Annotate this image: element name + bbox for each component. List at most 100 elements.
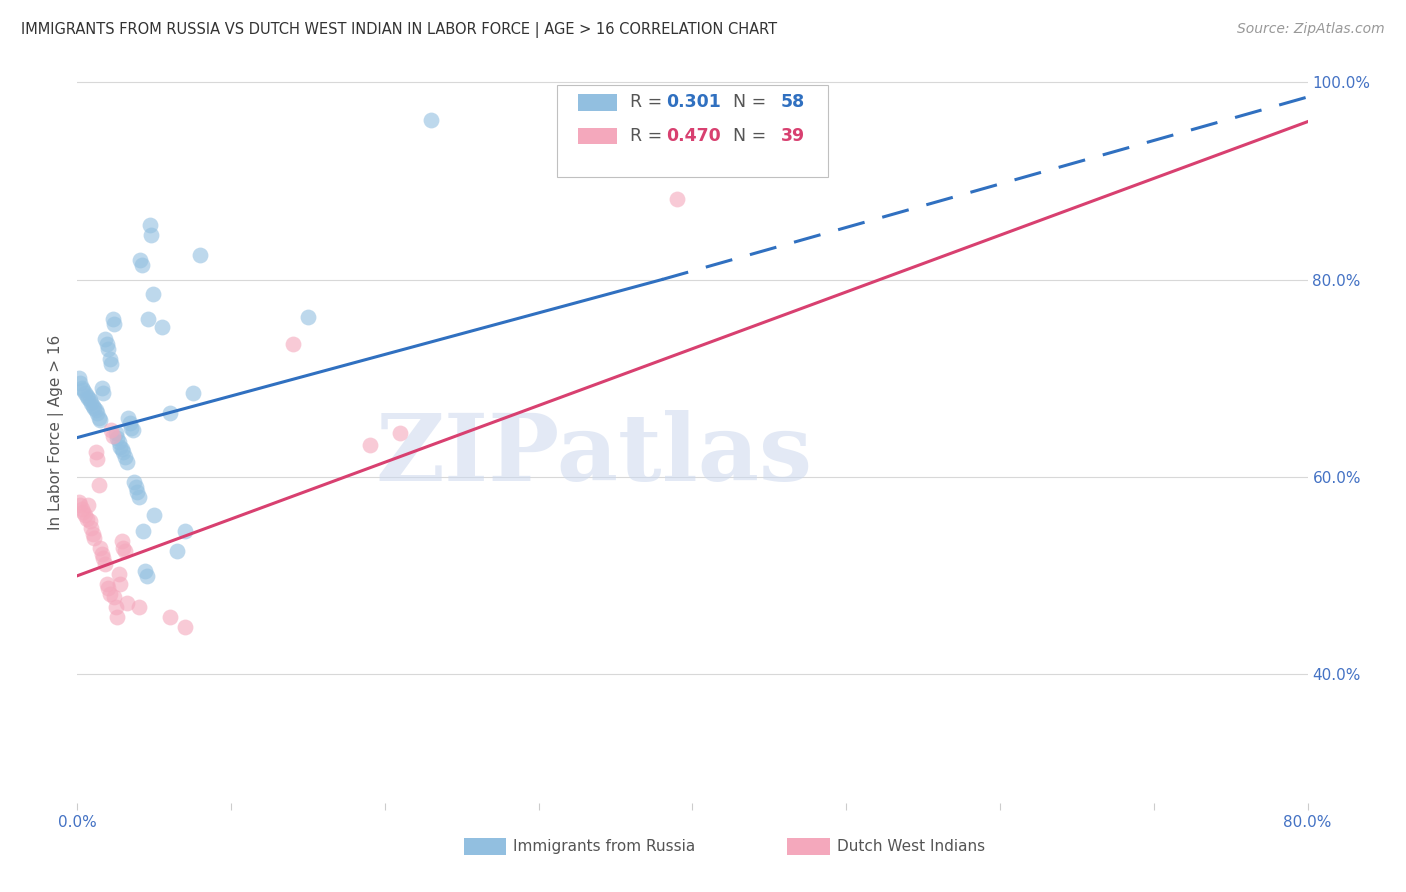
Text: Dutch West Indians: Dutch West Indians: [837, 839, 984, 854]
Point: [110, 441, 132, 455]
FancyBboxPatch shape: [578, 95, 617, 111]
Point: [67, 371, 90, 385]
Point: [93, 386, 115, 401]
Point: [100, 357, 122, 371]
Point: [114, 544, 136, 558]
Point: [112, 541, 135, 555]
Point: [80, 521, 103, 535]
Point: [84, 403, 107, 417]
Point: [181, 386, 204, 401]
Text: 0.301: 0.301: [666, 94, 721, 112]
Point: [72, 505, 94, 519]
Text: 0.470: 0.470: [666, 127, 721, 145]
Point: [73, 386, 96, 401]
Point: [134, 564, 156, 578]
Point: [135, 568, 157, 582]
Point: [94, 557, 117, 571]
Point: [297, 310, 319, 325]
Point: [83, 401, 105, 415]
Point: [70, 381, 93, 395]
Point: [90, 381, 114, 395]
Point: [82, 399, 104, 413]
Point: [80, 396, 103, 410]
Point: [111, 442, 134, 457]
Point: [112, 445, 135, 459]
Point: [132, 524, 155, 539]
Point: [84, 445, 107, 459]
Point: [89, 413, 111, 427]
Point: [101, 312, 124, 326]
Point: [159, 610, 181, 624]
Point: [117, 410, 139, 425]
Point: [118, 416, 141, 430]
Point: [73, 508, 96, 522]
Point: [666, 192, 689, 206]
Point: [108, 435, 131, 450]
Point: [138, 219, 160, 233]
Text: ZIPatlas: ZIPatlas: [375, 409, 813, 500]
FancyBboxPatch shape: [578, 128, 617, 144]
Point: [131, 258, 153, 272]
Point: [159, 406, 181, 420]
Point: [76, 511, 98, 525]
Point: [69, 498, 91, 512]
Point: [100, 423, 122, 437]
Point: [104, 425, 127, 440]
Point: [105, 431, 128, 445]
Point: [143, 508, 166, 522]
Point: [125, 480, 148, 494]
Point: [67, 494, 90, 508]
Point: [82, 527, 104, 541]
Point: [79, 392, 101, 407]
Point: [96, 336, 118, 351]
Text: 39: 39: [782, 127, 806, 145]
Point: [105, 610, 128, 624]
Point: [69, 376, 91, 391]
Point: [115, 596, 138, 610]
Point: [136, 312, 159, 326]
Point: [104, 600, 127, 615]
Text: N =: N =: [723, 127, 772, 145]
Point: [103, 591, 125, 605]
Point: [93, 551, 115, 566]
Point: [90, 547, 114, 561]
FancyBboxPatch shape: [557, 85, 828, 178]
Text: IMMIGRANTS FROM RUSSIA VS DUTCH WEST INDIAN IN LABOR FORCE | AGE > 16 CORRELATIO: IMMIGRANTS FROM RUSSIA VS DUTCH WEST IND…: [21, 22, 778, 38]
Point: [120, 420, 142, 434]
Point: [128, 600, 150, 615]
Point: [87, 478, 110, 492]
Point: [174, 524, 197, 539]
Point: [89, 541, 111, 555]
Point: [86, 452, 108, 467]
Point: [98, 586, 121, 600]
Text: R =: R =: [630, 94, 668, 112]
Point: [122, 475, 145, 489]
Point: [389, 425, 412, 440]
Point: [101, 428, 124, 442]
Point: [111, 534, 134, 549]
Point: [114, 450, 136, 465]
Point: [188, 248, 212, 262]
Point: [76, 389, 98, 403]
Point: [77, 391, 100, 405]
Point: [86, 406, 108, 420]
Text: N =: N =: [723, 94, 772, 112]
Point: [359, 438, 381, 452]
Point: [97, 342, 120, 356]
Point: [110, 576, 132, 591]
Point: [98, 351, 121, 366]
Point: [127, 484, 149, 499]
Point: [420, 112, 443, 127]
Point: [94, 332, 117, 346]
Point: [79, 515, 101, 529]
Point: [150, 320, 173, 334]
Point: [72, 383, 94, 397]
Text: 58: 58: [782, 94, 806, 112]
Point: [77, 498, 100, 512]
Point: [103, 317, 125, 331]
Point: [141, 228, 163, 243]
Point: [115, 455, 138, 469]
Point: [129, 252, 152, 267]
Text: R =: R =: [630, 127, 668, 145]
Point: [108, 566, 131, 581]
